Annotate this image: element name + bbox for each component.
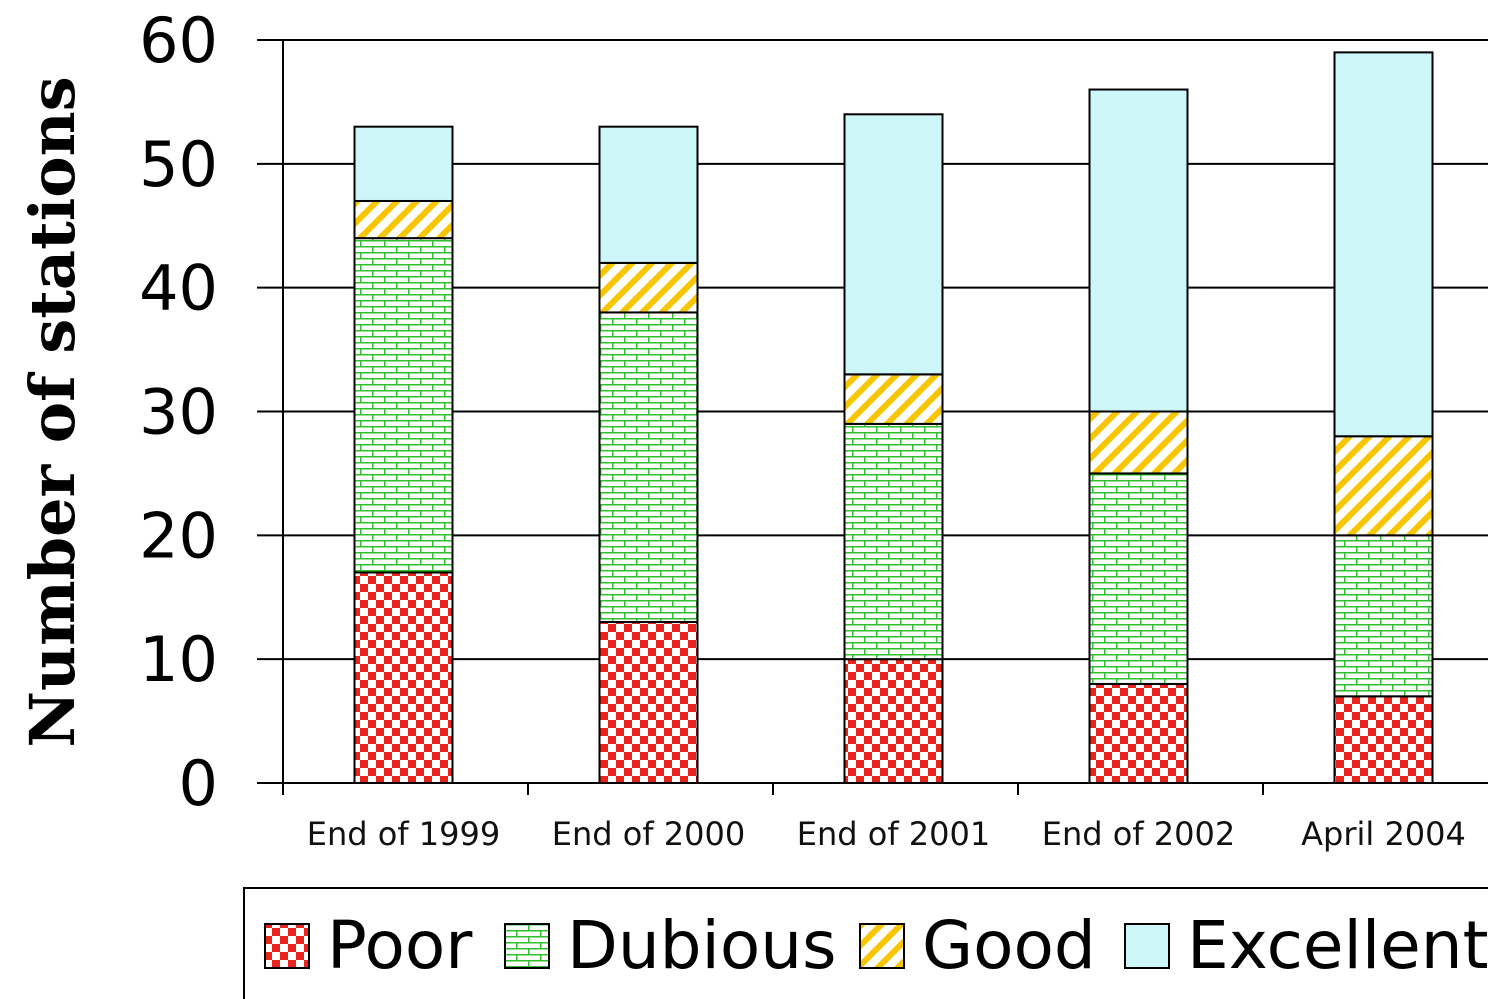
bar-good-4 xyxy=(1333,435,1434,537)
bar-excellent-1 xyxy=(598,125,699,264)
labels-layer: 0 10 20 30 40 50 60 End of 1999 End of 2000 End o… xyxy=(139,4,1466,853)
legend-label-good: Good xyxy=(922,907,1096,984)
y-tick-label-20: 20 xyxy=(139,499,218,572)
x-tick-label-0: End of 1999 xyxy=(307,815,500,853)
bar-dubious-0 xyxy=(353,237,454,574)
bar-good-1 xyxy=(598,261,699,314)
bar-poor-4 xyxy=(1333,695,1434,784)
bar-dubious-2 xyxy=(843,422,944,661)
bar-dubious-3 xyxy=(1088,472,1189,685)
y-tick-label-50: 50 xyxy=(139,128,218,201)
y-axis-label: Number of stations xyxy=(16,76,89,747)
bar-good-0 xyxy=(353,199,454,240)
bar-poor-0 xyxy=(353,571,454,784)
x-tick-label-3: End of 2002 xyxy=(1042,815,1235,853)
bars-layer xyxy=(353,51,1434,785)
bar-poor-3 xyxy=(1088,682,1189,785)
y-tick-label-60: 60 xyxy=(139,4,218,77)
bar-dubious-4 xyxy=(1333,534,1434,698)
bar-excellent-2 xyxy=(843,113,944,376)
bar-good-2 xyxy=(843,373,944,425)
bar-excellent-3 xyxy=(1088,88,1189,413)
bar-excellent-4 xyxy=(1333,51,1434,438)
y-tick-label-40: 40 xyxy=(139,252,218,325)
bar-poor-2 xyxy=(843,658,944,785)
y-tick-label-30: 30 xyxy=(139,376,218,449)
bar-poor-1 xyxy=(598,621,699,784)
legend-swatch-excellent xyxy=(1124,923,1170,969)
bar-excellent-0 xyxy=(353,125,454,202)
legend-swatch-good xyxy=(859,923,905,969)
x-tick-label-2: End of 2001 xyxy=(797,815,990,853)
legend-label-poor: Poor xyxy=(327,907,473,984)
legend-label-dubious: Dubious xyxy=(567,907,836,984)
x-tick-label-4: April 2004 xyxy=(1301,815,1466,853)
y-tick-label-10: 10 xyxy=(139,623,218,696)
legend-swatch-poor xyxy=(264,923,310,969)
x-tick-label-1: End of 2000 xyxy=(552,815,745,853)
bar-good-3 xyxy=(1088,410,1189,475)
legend: Poor Dubious Good Excellent xyxy=(243,887,1488,999)
legend-swatch-dubious xyxy=(504,923,550,969)
legend-label-excellent: Excellent xyxy=(1187,907,1488,984)
y-tick-label-0: 0 xyxy=(179,747,218,820)
bar-dubious-1 xyxy=(598,311,699,624)
